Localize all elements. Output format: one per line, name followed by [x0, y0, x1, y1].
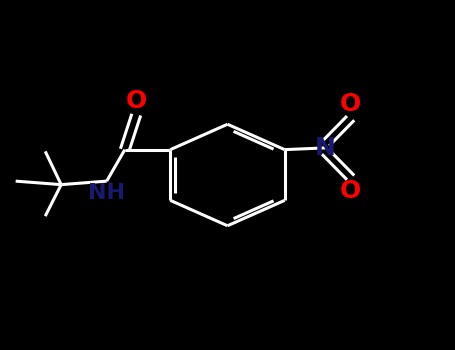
Text: O: O	[126, 89, 147, 113]
Text: N: N	[315, 136, 336, 160]
Text: O: O	[340, 92, 361, 116]
Text: O: O	[340, 179, 361, 203]
Text: NH: NH	[88, 183, 125, 203]
